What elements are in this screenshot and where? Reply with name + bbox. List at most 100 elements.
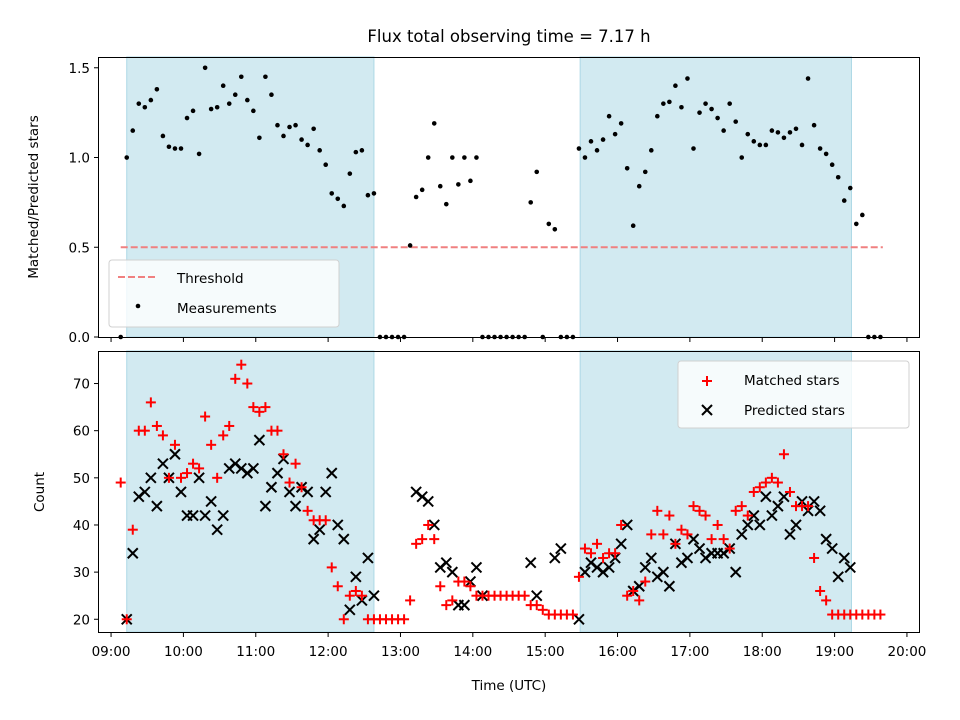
- matched-stars-point: [284, 477, 295, 488]
- measurement-point: [323, 162, 329, 167]
- predicted-stars-point: [693, 542, 706, 555]
- predicted-stars-point: [362, 552, 374, 564]
- predicted-stars-point: [428, 519, 440, 531]
- matched-stars-point: [754, 482, 765, 493]
- count-y-axis: 20 30 40 50 60 70: [73, 377, 99, 628]
- predicted-stars-point: [657, 566, 670, 578]
- time-x-tick-label: 19:00: [815, 644, 854, 660]
- measurement-point: [709, 106, 714, 112]
- measurement-point: [214, 104, 220, 110]
- measurement-point: [763, 142, 769, 148]
- matched-stars-point: [664, 510, 675, 521]
- measurement-point: [341, 203, 347, 209]
- matched-stars-point: [598, 552, 609, 563]
- predicted-stars-point: [470, 561, 483, 574]
- predicted-stars-point: [283, 486, 296, 498]
- measurement-point: [166, 144, 172, 150]
- measurement-point: [853, 221, 859, 227]
- predicted-stars-point: [193, 472, 205, 484]
- matched-stars-point: [296, 482, 307, 493]
- measurement-point: [739, 155, 745, 160]
- measurement-point: [679, 104, 684, 110]
- predicted-stars-point: [199, 509, 211, 522]
- measurement-point: [468, 178, 473, 184]
- measurement-point: [263, 74, 268, 80]
- predicted-stars-point: [555, 542, 567, 555]
- measurement-point: [697, 110, 702, 115]
- predicted-stars-point: [549, 552, 561, 564]
- measurement-point: [335, 196, 341, 202]
- predicted-stars-point: [790, 519, 802, 531]
- measurement-point: [727, 101, 732, 106]
- predicted-stars-point: [663, 580, 676, 592]
- x-axis-label: Time (UTC): [471, 678, 547, 694]
- measurement-point: [733, 119, 739, 124]
- predicted-stars-point: [301, 486, 314, 498]
- predicted-stars-point: [844, 561, 856, 574]
- predicted-stars-point: [344, 604, 356, 616]
- count-y-tick-label: 70: [73, 377, 90, 393]
- predicted-stars-point: [332, 519, 344, 531]
- time-x-axis: 09:00 10:00 11:00 12:00 13:00 14:00 15:00 16:00…: [92, 632, 926, 660]
- predicted-stars-point: [217, 509, 229, 522]
- measurement-point: [269, 92, 274, 97]
- predicted-stars-point: [814, 505, 826, 517]
- measurement-point: [648, 148, 654, 153]
- predicted-stars-point: [338, 533, 350, 545]
- predicted-stars-point: [633, 580, 645, 592]
- ratio-legend-box: [108, 259, 340, 328]
- matched-stars-point: [778, 449, 789, 460]
- matched-stars-point: [212, 472, 223, 483]
- chart-title: Flux total observing time = 7.17 h: [367, 27, 650, 46]
- matched-stars-point: [169, 439, 180, 450]
- ratio-y-tick-label: 0.0: [69, 330, 90, 346]
- predicted-stars-point: [772, 500, 784, 512]
- measurement-point: [154, 87, 160, 92]
- measurement-point: [691, 146, 696, 151]
- measurement-point: [347, 171, 353, 176]
- matched-stars-point: [646, 529, 657, 540]
- predicted-stars-point: [579, 566, 591, 578]
- matched-stars-point: [610, 548, 621, 559]
- measurement-point: [612, 131, 618, 137]
- measurement-point: [202, 65, 208, 71]
- legend-predicted-swatch: [701, 404, 713, 416]
- measurement-point: [775, 130, 781, 135]
- predicted-stars-point: [326, 467, 338, 479]
- matched-stars-point: [676, 524, 687, 535]
- matched-stars-point: [803, 501, 814, 512]
- measurement-point: [365, 192, 371, 198]
- measurement-point: [407, 243, 413, 248]
- measurement-point: [805, 76, 811, 81]
- measurement-point: [184, 115, 190, 121]
- measurement-point: [685, 76, 690, 81]
- measurement-point: [238, 74, 244, 80]
- matched-stars-point: [447, 595, 458, 606]
- predicted-stars-point: [151, 500, 163, 512]
- matched-stars-points: [115, 359, 886, 625]
- matched-stars-point: [332, 581, 343, 592]
- matched-stars-point: [760, 477, 771, 488]
- predicted-stars-point: [446, 566, 459, 578]
- measurement-point: [257, 135, 262, 141]
- time-x-tick-label: 13:00: [381, 644, 420, 660]
- predicted-stars-point: [736, 528, 748, 541]
- measurement-point: [431, 121, 437, 126]
- measurement-point: [841, 198, 847, 203]
- predicted-stars-point: [808, 495, 820, 508]
- ratio-x-ticks: [110, 337, 908, 342]
- matched-stars-point: [157, 430, 168, 441]
- matched-stars-point: [784, 486, 795, 497]
- time-x-tick-label: 20:00: [887, 644, 926, 660]
- matched-stars-point: [206, 439, 217, 450]
- measurement-points: [118, 65, 883, 340]
- count-legend-box: [677, 360, 910, 429]
- measurement-point: [437, 183, 443, 189]
- matched-stars-point: [579, 543, 590, 554]
- measurement-point: [528, 200, 534, 205]
- measurement-point: [606, 113, 612, 119]
- predicted-stars-point: [820, 533, 832, 545]
- measurement-point: [299, 137, 304, 142]
- legend-matched-swatch: [702, 376, 712, 386]
